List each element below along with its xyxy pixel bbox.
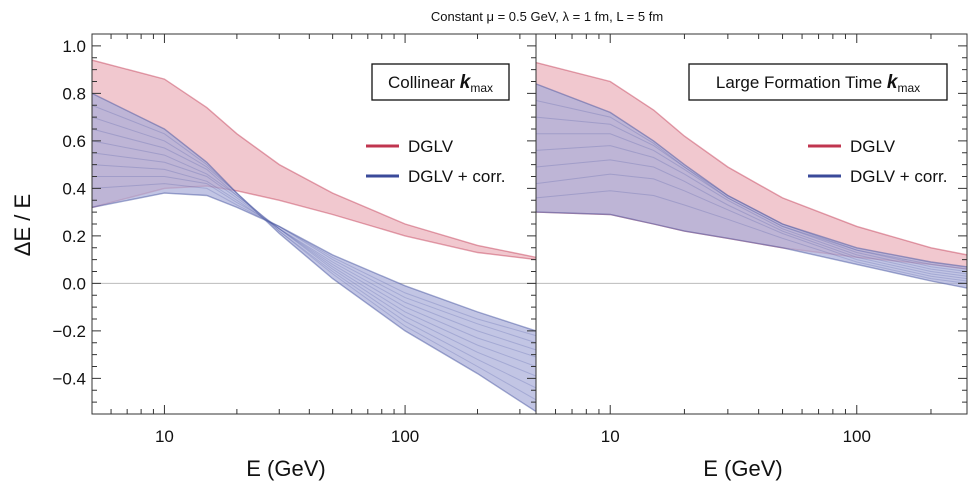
panel-large-formation-time: 10 100 Large Formation Time kmax DGLV DGLV +… <box>535 33 968 446</box>
band-inner-line-dglv-corr-0 <box>536 100 967 270</box>
band-inner-line-dglv-corr-5 <box>92 164 536 351</box>
panel-label-symbol: k <box>460 72 472 93</box>
panel-label-symbol: k <box>887 72 899 93</box>
band-inner-line-dglv-corr-1 <box>536 116 967 272</box>
band-edge-lower-dglv-corr <box>92 192 536 332</box>
legend-label: DGLV + corr. <box>850 167 947 186</box>
band-inner-line-dglv-corr-0 <box>92 104 536 401</box>
band-edge-upper-dglv <box>536 61 967 256</box>
panel-label: Large Formation Time kmax <box>716 72 920 95</box>
y-tick-label: −0.4 <box>52 369 86 388</box>
panel-label-text: Large Formation Time <box>716 73 887 92</box>
band-dglv <box>92 60 536 260</box>
band-inner-line-dglv-corr-6 <box>92 176 536 344</box>
band-inner-line-dglv-corr-4 <box>92 152 536 358</box>
band-dglv-corr <box>92 93 536 412</box>
y-tick-label: 0.2 <box>62 227 86 246</box>
band-inner-line-dglv-corr-5 <box>536 173 967 282</box>
panel-label-subscript: max <box>470 81 493 95</box>
x-tick-label: 10 <box>601 427 620 446</box>
band-edge-upper-dglv-corr <box>536 83 967 268</box>
x-axis-label: E (GeV) <box>703 456 782 481</box>
panel-label-subscript: max <box>897 81 920 95</box>
panel-collinear: 10 100 −0.4 −0.2 0.0 0.2 0.4 0.6 0.8 1.0 Collinear… <box>52 33 537 446</box>
band-edge-upper-dglv-corr <box>92 92 536 413</box>
band-inner-line-dglv-corr-6 <box>536 190 967 284</box>
x-tick-label: 100 <box>843 427 871 446</box>
band-inner-line-dglv-corr-2 <box>536 133 967 275</box>
plot-area <box>92 59 536 413</box>
panel-label-text: Collinear <box>388 73 460 92</box>
panel-label-box <box>688 63 948 101</box>
panel-label-box <box>371 63 510 101</box>
legend-label: DGLV <box>408 137 454 156</box>
band-inner-line-dglv-corr-7 <box>92 183 536 337</box>
legend-label: DGLV + corr. <box>408 167 505 186</box>
y-tick-label: 1.0 <box>62 37 86 56</box>
band-edge-upper-dglv <box>92 59 536 258</box>
band-inner-line-dglv-corr-3 <box>536 145 967 277</box>
y-tick-label: 0.0 <box>62 274 86 293</box>
band-inner-line-dglv-corr-2 <box>92 128 536 377</box>
band-dglv-corr <box>536 83 967 289</box>
x-tick-label: 10 <box>155 427 174 446</box>
figure-title: Constant μ = 0.5 GeV, λ = 1 fm, L = 5 fm <box>431 9 663 24</box>
panel-label: Collinear kmax <box>388 72 493 95</box>
band-inner-line-dglv-corr-3 <box>92 140 536 367</box>
band-edge-lower-dglv-corr <box>536 211 967 289</box>
y-tick-label: 0.4 <box>62 179 86 198</box>
y-axis-label: ΔE / E <box>10 194 35 256</box>
y-tick-label: −0.2 <box>52 322 86 341</box>
x-axis-label: E (GeV) <box>246 456 325 481</box>
band-inner-line-dglv-corr-4 <box>536 159 967 280</box>
plot-area <box>536 61 967 289</box>
band-inner-line-dglv-corr-1 <box>92 116 536 389</box>
y-tick-label: 0.8 <box>62 84 86 103</box>
y-tick-label: 0.6 <box>62 132 86 151</box>
x-tick-label: 100 <box>391 427 419 446</box>
legend-label: DGLV <box>850 137 896 156</box>
